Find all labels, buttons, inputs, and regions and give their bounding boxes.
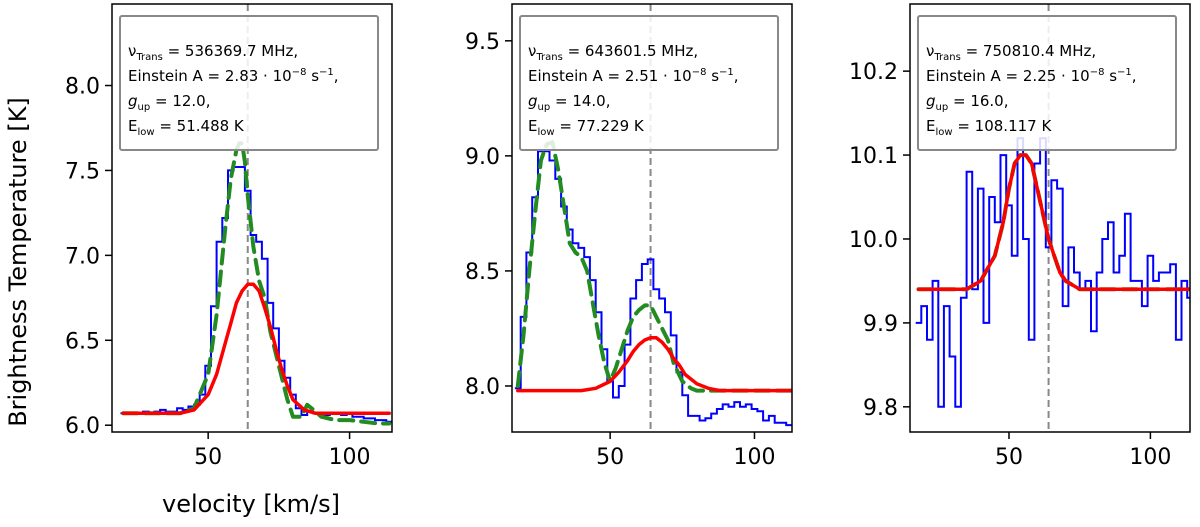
annotation-einstein-a-part: −8 xyxy=(1090,67,1105,78)
annotation-e-low-part: E xyxy=(128,117,137,135)
series-model-total xyxy=(916,153,1190,292)
annotation-e-low-part: low xyxy=(137,127,154,138)
series-model-component xyxy=(516,335,792,393)
series-model-component xyxy=(916,153,1190,292)
panel-3: 50 100 9.8 9.9 10.0 10.1 10.2 νTrans = 750810.4… xyxy=(849,3,1191,470)
annotation-einstein-a-part: s xyxy=(306,67,319,85)
y-tick-label: 10.0 xyxy=(849,228,898,253)
annotation-frequency: νTrans = 643601.5 MHz, xyxy=(528,42,698,63)
annotation-g-up-part: = 16.0, xyxy=(948,92,1008,110)
annotation-e-low-part: low xyxy=(935,127,952,138)
annotation-frequency-part: Trans xyxy=(135,52,162,63)
axes-frame xyxy=(909,3,1191,433)
annotation-einstein-a: Einstein A = 2.25 · 10−8 s−1, xyxy=(926,67,1137,85)
annotation-e-low: Elow = 108.117 K xyxy=(926,117,1052,138)
annotation-e-low: Elow = 51.488 K xyxy=(128,117,245,138)
y-tick-label: 9.5 xyxy=(465,30,500,55)
annotation-frequency-part: Trans xyxy=(535,52,562,63)
series-observed xyxy=(120,166,392,423)
panel-2: 50 100 8.0 8.5 9.0 9.5 νTrans = 643601.5 MHz, E… xyxy=(465,3,793,470)
annotation-einstein-a-part: −1 xyxy=(719,67,734,78)
panel-1: 50 100 6.0 6.5 7.0 7.5 8.0 νTrans = 536369.7 MH… xyxy=(65,3,393,470)
annotation-g-up-part: = 14.0, xyxy=(550,92,610,110)
annotation-einstein-a-part: Einstein A = 2.83 · 10 xyxy=(128,67,292,85)
series-model-component xyxy=(121,282,391,416)
y-tick-label: 8.0 xyxy=(465,375,500,400)
annotation-einstein-a-part: −1 xyxy=(319,67,334,78)
annotation-e-low-part: E xyxy=(926,117,935,135)
y-tick-label: 10.2 xyxy=(849,60,898,85)
series-observed xyxy=(915,137,1190,408)
annotation-einstein-a-part: −8 xyxy=(292,67,307,78)
annotation-g-up: gup = 14.0, xyxy=(528,92,611,113)
axes-frame xyxy=(511,3,793,433)
annotation-einstein-a-part: −1 xyxy=(1117,67,1132,78)
annotation-e-low-part: = 77.229 K xyxy=(555,117,645,135)
y-tick-label: 6.5 xyxy=(65,329,100,354)
annotation-g-up-part: g xyxy=(926,92,936,110)
x-axis-title: velocity [km/s] xyxy=(162,490,340,518)
y-tick-label: 10.1 xyxy=(849,144,898,169)
y-tick-label: 9.8 xyxy=(863,396,898,421)
annotation-einstein-a-part: s xyxy=(706,67,719,85)
y-tick-label: 7.5 xyxy=(65,159,100,184)
x-tick-label: 100 xyxy=(1129,445,1171,470)
annotation-frequency-part: = 750810.4 MHz, xyxy=(961,42,1096,60)
y-tick-label: 9.9 xyxy=(863,312,898,337)
annotation-frequency: νTrans = 750810.4 MHz, xyxy=(926,42,1096,63)
x-tick-label: 100 xyxy=(329,445,371,470)
annotation-frequency-part: = 643601.5 MHz, xyxy=(563,42,698,60)
annotation-box xyxy=(917,15,1177,151)
series-observed xyxy=(514,150,792,427)
annotation-frequency-part: ν xyxy=(128,42,136,60)
annotation-g-up-part: = 12.0, xyxy=(150,92,210,110)
annotation-frequency-part: Trans xyxy=(933,52,960,63)
annotation-e-low: Elow = 77.229 K xyxy=(528,117,645,138)
x-tick-label: 50 xyxy=(995,445,1023,470)
annotation-g-up-part: up xyxy=(138,102,151,113)
annotation-einstein-a-part: , xyxy=(1132,67,1137,85)
y-tick-label: 8.5 xyxy=(465,260,500,285)
annotation-e-low-part: = 51.488 K xyxy=(155,117,245,135)
annotation-e-low-part: = 108.117 K xyxy=(953,117,1053,135)
annotation-box xyxy=(119,15,379,151)
annotation-einstein-a-part: s xyxy=(1104,67,1117,85)
annotation-g-up: gup = 16.0, xyxy=(926,92,1009,113)
annotation-einstein-a-part: Einstein A = 2.25 · 10 xyxy=(926,67,1090,85)
annotation-einstein-a-part: −8 xyxy=(692,67,707,78)
x-tick-label: 50 xyxy=(596,445,624,470)
annotation-einstein-a-part: , xyxy=(734,67,739,85)
series-model-total xyxy=(515,140,792,393)
y-tick-label: 9.0 xyxy=(465,145,500,170)
series-model-total xyxy=(121,141,392,426)
annotation-einstein-a-part: Einstein A = 2.51 · 10 xyxy=(528,67,692,85)
annotation-frequency-part: ν xyxy=(926,42,934,60)
annotation-g-up-part: up xyxy=(936,102,949,113)
y-tick-label: 6.0 xyxy=(65,414,100,439)
annotation-einstein-a: Einstein A = 2.51 · 10−8 s−1, xyxy=(528,67,739,85)
x-tick-label: 50 xyxy=(194,445,222,470)
annotation-einstein-a-part: , xyxy=(334,67,339,85)
annotation-frequency: νTrans = 536369.7 MHz, xyxy=(128,42,298,63)
y-tick-label: 8.0 xyxy=(65,75,100,100)
annotation-frequency-part: ν xyxy=(528,42,536,60)
annotation-e-low-part: E xyxy=(528,117,537,135)
annotation-g-up-part: up xyxy=(538,102,551,113)
annotation-g-up: gup = 12.0, xyxy=(128,92,211,113)
annotation-box xyxy=(519,15,779,151)
annotation-einstein-a: Einstein A = 2.83 · 10−8 s−1, xyxy=(128,67,339,85)
annotation-e-low-part: low xyxy=(537,127,554,138)
annotation-g-up-part: g xyxy=(128,92,138,110)
annotation-g-up-part: g xyxy=(528,92,538,110)
x-tick-label: 100 xyxy=(733,445,775,470)
y-axis-title: Brightness Temperature [K] xyxy=(4,97,32,427)
axes-frame xyxy=(111,3,393,433)
y-tick-label: 7.0 xyxy=(65,244,100,269)
annotation-frequency-part: = 536369.7 MHz, xyxy=(163,42,298,60)
